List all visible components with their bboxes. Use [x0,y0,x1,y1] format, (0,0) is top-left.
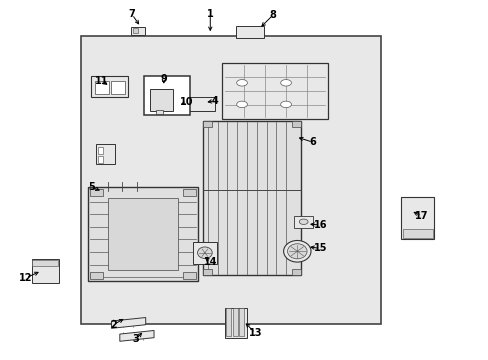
Bar [193,242,216,264]
Bar [32,259,59,283]
Bar [107,198,178,270]
Bar [88,187,198,281]
Bar [226,308,231,336]
Polygon shape [120,330,154,341]
Bar [81,36,381,324]
Bar [294,216,312,228]
Bar [156,110,163,114]
Ellipse shape [280,101,291,108]
Text: 9: 9 [160,74,167,84]
Text: 8: 8 [269,10,276,20]
Text: 4: 4 [211,96,218,106]
Polygon shape [111,318,145,328]
Bar [203,121,300,275]
Bar [183,189,195,196]
Bar [98,147,102,154]
Ellipse shape [280,80,291,86]
Bar [203,121,211,127]
Bar [131,27,144,35]
Text: 6: 6 [309,137,316,147]
Bar [291,121,300,127]
Text: 3: 3 [132,334,139,344]
Bar [222,63,327,119]
Text: 16: 16 [313,220,326,230]
Bar [111,81,124,94]
Text: 11: 11 [95,76,108,86]
Text: 2: 2 [110,320,117,330]
Text: 14: 14 [203,257,217,267]
Bar [188,97,215,111]
Ellipse shape [197,247,212,258]
Text: 1: 1 [206,9,213,19]
Bar [235,26,264,38]
Bar [402,229,432,238]
Bar [95,81,109,94]
Text: 17: 17 [414,211,427,221]
Bar [232,308,237,336]
Bar [98,156,102,163]
Text: 12: 12 [19,273,33,283]
Bar [203,269,211,275]
Bar [400,197,433,239]
Text: 13: 13 [248,328,262,338]
Bar [183,272,195,279]
Ellipse shape [236,101,247,108]
Bar [143,76,190,115]
Bar [239,308,244,336]
Ellipse shape [236,80,247,86]
Bar [91,76,128,97]
Bar [32,260,58,266]
Text: 15: 15 [313,243,326,253]
Ellipse shape [287,244,306,259]
Bar [90,189,102,196]
Bar [149,89,173,111]
Ellipse shape [299,219,307,225]
Text: 7: 7 [128,9,135,19]
Bar [96,144,115,164]
Bar [224,308,246,338]
Text: 5: 5 [88,182,95,192]
Bar [291,269,300,275]
Bar [133,28,138,33]
Bar [90,272,102,279]
Ellipse shape [283,240,310,262]
Text: 10: 10 [180,96,193,107]
